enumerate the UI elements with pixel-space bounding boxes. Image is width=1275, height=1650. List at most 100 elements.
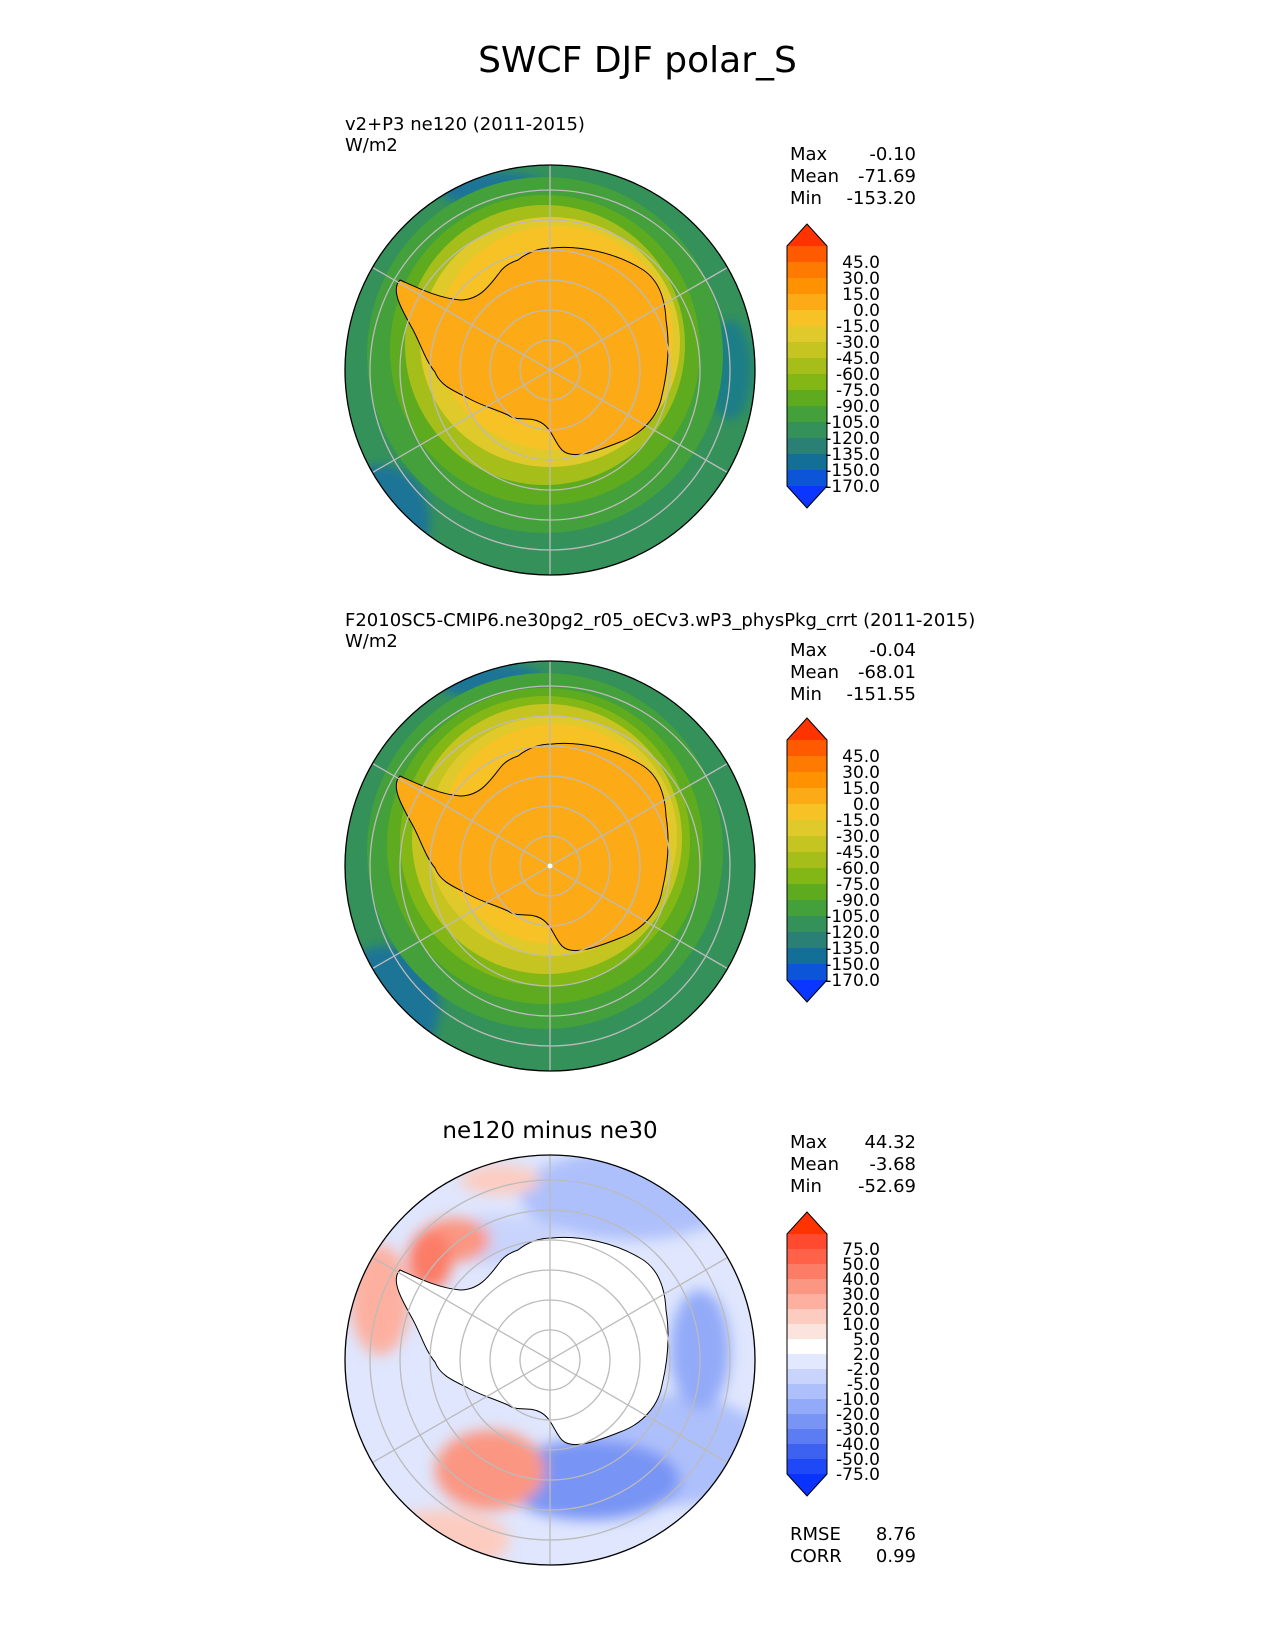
stat-mean: -3.68	[869, 1154, 916, 1175]
colorbar-outline	[786, 717, 828, 1003]
colorbar-tick-label: -10.0	[836, 1390, 880, 1410]
colorbar-swatch	[787, 740, 827, 757]
colorbar-tick-label: -15.0	[836, 317, 880, 337]
stat-min: -153.20	[846, 188, 916, 209]
colorbar-swatch	[787, 1279, 827, 1295]
colorbar-swatch	[787, 438, 827, 455]
colorbar-tick-label: -135.0	[825, 939, 880, 959]
colorbar-swatch	[787, 932, 827, 949]
panel-2-title: F2010SC5-CMIP6.ne30pg2_r05_oECv3.wP3_phy…	[345, 610, 976, 631]
colorbar-tick-label: -90.0	[836, 891, 880, 911]
colorbar-tick-label: -30.0	[836, 333, 880, 353]
positive-anomaly	[408, 1230, 452, 1290]
colorbar-outline	[786, 1211, 828, 1497]
stat-label: Max	[790, 1132, 828, 1153]
colorbar-tick-label: -30.0	[836, 827, 880, 847]
colorbar-swatch	[787, 1234, 827, 1250]
panel-3-map	[344, 1154, 756, 1566]
positive-anomaly	[370, 1510, 510, 1565]
colorbar-swatch	[787, 374, 827, 391]
colorbar-swatch	[787, 278, 827, 295]
colorbar-tick-label: -40.0	[836, 1435, 880, 1455]
stat-label: Min	[790, 188, 822, 209]
panel-3-stats: Max 44.32 Mean -3.68 Min -52.69	[790, 1132, 916, 1198]
stat-min: -52.69	[857, 1176, 916, 1197]
colorbar-tick-label: -75.0	[836, 1465, 880, 1485]
colorbar-swatch	[787, 852, 827, 869]
colorbar-tick-label: 20.0	[842, 1300, 880, 1320]
colorbar-extend-bottom	[787, 486, 827, 508]
panel-1-title: v2+P3 ne120 (2011-2015)	[345, 114, 585, 135]
colorbar-swatch	[787, 1339, 827, 1355]
map-boundary	[344, 164, 756, 576]
colorbar-tick-label: -60.0	[836, 859, 880, 879]
colorbar-swatch	[787, 1249, 827, 1265]
colorbar-tick-label: 15.0	[842, 285, 880, 305]
colorbar-tick-label: -2.0	[847, 1360, 880, 1380]
panel-2-map	[344, 660, 756, 1072]
positive-anomaly	[460, 1165, 540, 1195]
colorbar-tick-label: 30.0	[842, 763, 880, 783]
colorbar-swatch	[787, 916, 827, 933]
stat-mean: -68.01	[857, 662, 916, 683]
colorbar-extend-top	[787, 718, 827, 740]
stat-max: 44.32	[864, 1132, 916, 1153]
colorbar-tick-label: 30.0	[842, 269, 880, 289]
colorbar-swatch	[787, 884, 827, 901]
metric-label: CORR	[790, 1546, 842, 1567]
colorbar-extend-bottom	[787, 980, 827, 1002]
stat-label: Min	[790, 1176, 822, 1197]
colorbar-extend-bottom	[787, 1474, 827, 1496]
colorbar-swatch	[787, 820, 827, 837]
stat-label: Max	[790, 640, 828, 661]
colorbar-swatch	[787, 1324, 827, 1340]
stat-label: Mean	[790, 166, 840, 187]
colorbar-swatch	[787, 358, 827, 375]
graticule	[369, 165, 731, 575]
stat-label: Mean	[790, 1154, 840, 1175]
colorbar-tick-label: -170.0	[825, 971, 880, 991]
colorbar-swatch	[787, 948, 827, 965]
stat-label: Max	[790, 144, 828, 165]
colorbar-swatch	[787, 422, 827, 439]
negative-anomaly	[520, 1155, 740, 1240]
colorbar-tick-label: -60.0	[836, 365, 880, 385]
colorbar-tick-label: -50.0	[836, 1450, 880, 1470]
metric-label: RMSE	[790, 1524, 841, 1545]
colorbar-tick-label: -30.0	[836, 1420, 880, 1440]
colorbar-swatch	[787, 246, 827, 263]
colorbar-tick-label: -135.0	[825, 445, 880, 465]
colorbar-tick-label: 50.0	[842, 1255, 880, 1275]
colorbar-tick-label: -120.0	[825, 429, 880, 449]
colorbar-tick-label: 2.0	[853, 1345, 880, 1365]
colorbar-tick-label: 0.0	[853, 795, 880, 815]
colorbar-swatch	[787, 756, 827, 773]
colorbar-swatch	[787, 406, 827, 423]
stat-max: -0.04	[869, 640, 916, 661]
metric-corr: 0.99	[875, 1546, 916, 1567]
panel-2-stats: Max -0.04 Mean -68.01 Min -151.55	[790, 640, 916, 706]
colorbar-tick-label: 0.0	[853, 301, 880, 321]
colorbar-swatch	[787, 836, 827, 853]
stat-min: -151.55	[846, 684, 916, 705]
colorbar-tick-label: 30.0	[842, 1285, 880, 1305]
colorbar-swatch	[787, 1264, 827, 1280]
colorbar-swatch	[787, 772, 827, 789]
map-boundary	[344, 660, 756, 1072]
colorbar-tick-label: -170.0	[825, 477, 880, 497]
figure-title: SWCF DJF polar_S	[478, 40, 797, 81]
colorbar-swatch	[787, 1384, 827, 1400]
panel-2-colorbar: 45.030.015.00.0-15.0-30.0-45.0-60.0-75.0…	[786, 717, 880, 1003]
colorbar-tick-label: -5.0	[847, 1375, 880, 1395]
colorbar-swatch	[787, 1459, 827, 1475]
panel-3-colorbar: 75.050.040.030.020.010.05.02.0-2.0-5.0-1…	[786, 1211, 880, 1497]
colorbar-swatch	[787, 1294, 827, 1310]
stat-label: Mean	[790, 662, 840, 683]
colorbar-tick-label: -45.0	[836, 349, 880, 369]
colorbar-tick-label: -150.0	[825, 955, 880, 975]
colorbar-tick-label: -15.0	[836, 811, 880, 831]
panel-1-colorbar: 45.030.015.00.0-15.0-30.0-45.0-60.0-75.0…	[786, 223, 880, 509]
colorbar-swatch	[787, 470, 827, 487]
colorbar-tick-label: -105.0	[825, 413, 880, 433]
colorbar-swatch	[787, 1354, 827, 1370]
